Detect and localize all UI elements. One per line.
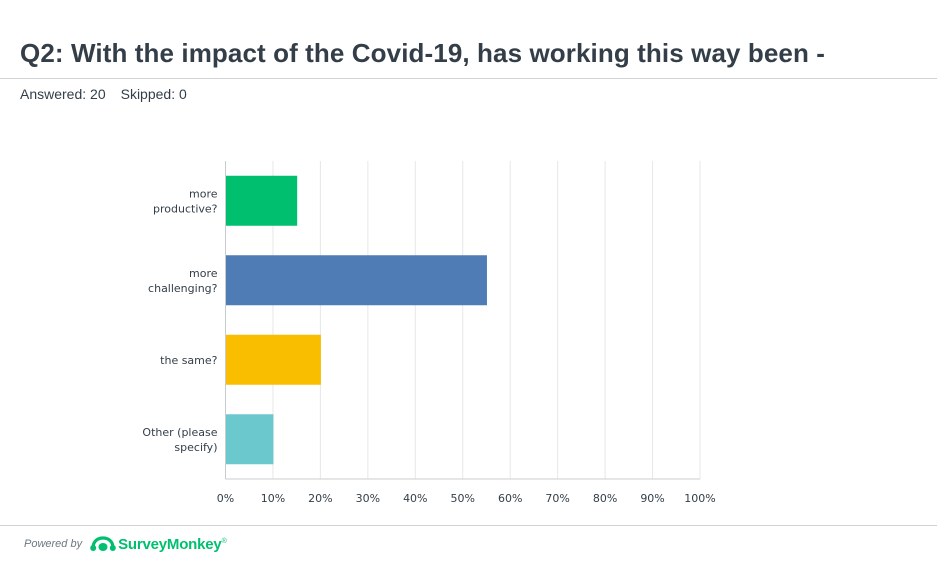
- x-tick-label: 10%: [261, 492, 285, 505]
- powered-by-label: Powered by: [24, 538, 83, 550]
- x-tick-label: 20%: [308, 492, 332, 505]
- bar: [226, 414, 274, 465]
- x-tick-label: 40%: [403, 492, 427, 505]
- bar: [226, 255, 487, 306]
- bar: [226, 334, 321, 385]
- skipped-count: Skipped: 0: [120, 86, 187, 102]
- category-label: challenging?: [148, 282, 218, 295]
- x-tick-label: 70%: [545, 492, 569, 505]
- x-tick-label: 90%: [640, 492, 664, 505]
- x-tick-label: 60%: [498, 492, 522, 505]
- bar: [226, 175, 298, 226]
- footer: Powered by SurveyMonkey®: [24, 533, 227, 555]
- surveymonkey-brand[interactable]: SurveyMonkey®: [118, 535, 227, 553]
- response-stats: Answered: 20 Skipped: 0: [20, 86, 187, 102]
- answered-count: Answered: 20: [20, 86, 106, 102]
- category-label: productive?: [153, 202, 218, 215]
- footer-divider: [0, 525, 937, 526]
- surveymonkey-logo-icon[interactable]: [90, 535, 116, 553]
- x-tick-label: 80%: [593, 492, 617, 505]
- category-label: more: [189, 187, 218, 200]
- category-label: the same?: [160, 354, 218, 367]
- x-tick-label: 100%: [684, 492, 715, 505]
- question-title: Q2: With the impact of the Covid-19, has…: [20, 38, 826, 68]
- category-label: more: [189, 267, 218, 280]
- bar-chart: 0% 10% 20% 30% 40% 50% 60% 70% 80% 90% 100% more pro…: [142, 161, 716, 505]
- title-divider: [0, 78, 937, 79]
- x-tick-label: 50%: [451, 492, 475, 505]
- x-tick-label: 0%: [217, 492, 234, 505]
- category-label: Other (please: [142, 426, 217, 439]
- x-tick-label: 30%: [356, 492, 380, 505]
- category-label: specify): [174, 441, 217, 454]
